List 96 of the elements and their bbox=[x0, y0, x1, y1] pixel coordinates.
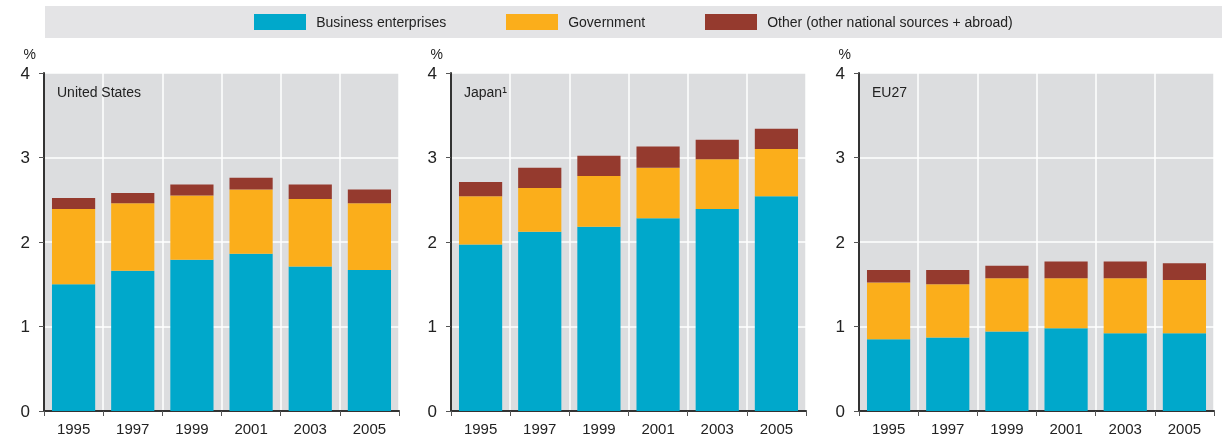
bar bbox=[518, 187, 562, 232]
bar bbox=[755, 128, 799, 150]
x-tick-label: 2003 bbox=[1108, 420, 1142, 437]
bar bbox=[229, 177, 273, 190]
y-tick-label: 3 bbox=[20, 148, 30, 167]
x-tick-label: 1995 bbox=[871, 420, 905, 437]
bar bbox=[577, 155, 621, 177]
x-tick-label: 1999 bbox=[989, 420, 1024, 437]
y-tick-label: 1 bbox=[20, 317, 30, 336]
x-tick-label: 1997 bbox=[116, 420, 150, 437]
bar bbox=[288, 184, 332, 199]
bar bbox=[695, 209, 740, 411]
x-tick-label: 1997 bbox=[930, 420, 965, 437]
bar bbox=[51, 198, 96, 210]
bar bbox=[755, 149, 799, 197]
bar bbox=[1044, 261, 1088, 279]
x-tick-label: 2001 bbox=[1049, 420, 1083, 437]
bar bbox=[518, 167, 562, 188]
bar bbox=[925, 337, 969, 411]
text: United States bbox=[57, 84, 142, 100]
bar bbox=[925, 269, 969, 285]
bar bbox=[347, 203, 392, 270]
bar bbox=[288, 198, 332, 267]
bar bbox=[111, 192, 155, 204]
y-tick-label: 0 bbox=[20, 401, 30, 421]
x-tick-label: 2005 bbox=[760, 420, 794, 437]
bar bbox=[1162, 263, 1206, 281]
bar bbox=[1162, 280, 1206, 334]
x-tick-label: 1997 bbox=[523, 420, 557, 437]
bar bbox=[170, 184, 214, 196]
x-tick-label: 2005 bbox=[352, 420, 387, 437]
y-tick-label: 0 bbox=[835, 401, 845, 421]
legend-label: Government bbox=[568, 14, 646, 30]
bar bbox=[866, 339, 910, 411]
bar bbox=[1103, 278, 1147, 334]
y-tick-label: 1 bbox=[427, 317, 438, 336]
bar bbox=[347, 189, 392, 204]
bar bbox=[111, 270, 155, 411]
bar bbox=[459, 182, 503, 197]
x-tick-label: 1999 bbox=[175, 420, 209, 437]
bar bbox=[51, 209, 96, 285]
y-tick-label: 4 bbox=[835, 63, 845, 83]
x-tick-label: 2001 bbox=[234, 420, 268, 437]
bar bbox=[1162, 333, 1206, 411]
bar bbox=[170, 195, 214, 260]
bar bbox=[111, 203, 155, 271]
bar bbox=[866, 282, 910, 340]
bar bbox=[51, 284, 96, 411]
y-tick-label: 0 bbox=[427, 401, 438, 421]
y-tick-label: 1 bbox=[835, 317, 845, 336]
legend-label: Other (other national sources + abroad) bbox=[767, 14, 1013, 30]
bar bbox=[459, 196, 503, 245]
bar bbox=[577, 176, 621, 227]
x-tick-label: 1995 bbox=[464, 420, 498, 437]
bar bbox=[229, 189, 273, 254]
bar bbox=[755, 196, 799, 411]
text: EU27 bbox=[871, 84, 907, 100]
y-tick-label: 2 bbox=[20, 232, 30, 252]
y-tick-label: 4 bbox=[20, 63, 30, 83]
bar bbox=[229, 253, 273, 411]
bar bbox=[170, 259, 214, 411]
bar bbox=[1103, 261, 1147, 279]
x-tick-label: 2001 bbox=[641, 420, 676, 437]
y-axis-title: % bbox=[430, 46, 444, 62]
bar bbox=[636, 146, 681, 168]
y-tick-label: 2 bbox=[427, 232, 438, 252]
y-tick-label: 4 bbox=[427, 63, 438, 83]
y-axis-title: % bbox=[23, 46, 36, 62]
bar bbox=[577, 226, 621, 411]
bar bbox=[636, 218, 681, 411]
bar bbox=[695, 159, 740, 210]
bar bbox=[288, 266, 332, 411]
x-tick-label: 2003 bbox=[700, 420, 735, 437]
bar bbox=[984, 278, 1029, 332]
text: Japan¹ bbox=[464, 84, 508, 100]
y-tick-label: 3 bbox=[835, 148, 845, 167]
legend-label: Business enterprises bbox=[316, 14, 447, 30]
bar bbox=[636, 167, 681, 219]
bar bbox=[1044, 328, 1088, 411]
bar bbox=[347, 269, 392, 411]
x-tick-label: 2005 bbox=[1167, 420, 1201, 437]
bar bbox=[984, 331, 1029, 411]
bar bbox=[925, 284, 969, 338]
bar bbox=[866, 269, 910, 283]
bar bbox=[695, 139, 740, 160]
x-tick-label: 1995 bbox=[56, 420, 91, 437]
bar bbox=[518, 231, 562, 411]
y-axis-title: % bbox=[838, 46, 851, 62]
x-tick-label: 2003 bbox=[293, 420, 327, 437]
bar bbox=[459, 244, 503, 411]
bar bbox=[1103, 333, 1147, 411]
bar bbox=[984, 265, 1029, 279]
y-tick-label: 2 bbox=[835, 232, 845, 252]
bar bbox=[1044, 278, 1088, 329]
x-tick-label: 1999 bbox=[582, 420, 616, 437]
y-tick-label: 3 bbox=[427, 148, 438, 167]
